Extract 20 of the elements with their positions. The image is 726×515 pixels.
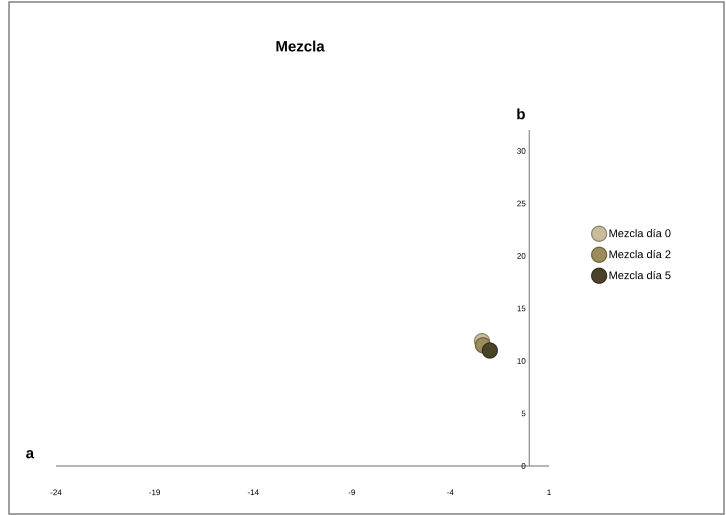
y-tick-label: 0 bbox=[522, 463, 526, 469]
x-tick-label: -9 bbox=[348, 490, 355, 496]
x-tick-label: -4 bbox=[447, 490, 454, 496]
y-tick-label: 10 bbox=[517, 358, 526, 364]
y-tick-label: 20 bbox=[517, 253, 526, 259]
x-tick-label: -14 bbox=[248, 490, 259, 496]
y-tick-label: 30 bbox=[517, 148, 526, 154]
y-tick-label: 15 bbox=[517, 306, 526, 312]
y-axis-title: b bbox=[517, 108, 525, 120]
legend-label: Mezcla día 2 bbox=[610, 250, 670, 258]
x-tick-label: -19 bbox=[149, 490, 160, 496]
legend-label: Mezcla día 0 bbox=[610, 228, 671, 238]
x-axis-title: a bbox=[26, 450, 34, 458]
x-tick-label: -24 bbox=[50, 490, 62, 496]
chart-title: Mezcla bbox=[276, 40, 325, 52]
legend-label: Mezcla día 5 bbox=[610, 270, 671, 280]
y-tick-label: 25 bbox=[517, 200, 526, 206]
point bbox=[482, 342, 498, 359]
y-tick-label: 5 bbox=[522, 410, 526, 416]
x-tick-label: 1 bbox=[547, 490, 551, 496]
